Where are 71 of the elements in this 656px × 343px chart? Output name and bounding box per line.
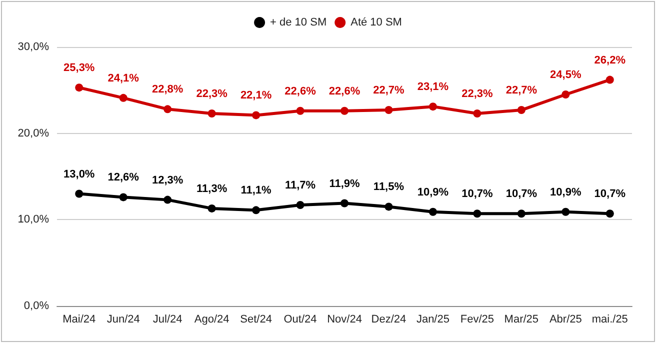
point — [164, 196, 172, 204]
data-label: 11,9% — [329, 178, 360, 190]
x-tick-label: Jan/25 — [416, 314, 450, 326]
data-label: 25,3% — [64, 62, 95, 74]
data-label: 22,7% — [506, 84, 538, 97]
point — [296, 106, 304, 115]
data-label: 10,9% — [550, 186, 582, 198]
point — [296, 200, 304, 209]
x-tick-label: mai./25 — [592, 314, 628, 326]
y-tick-label: 20,0% — [18, 127, 50, 140]
data-label: 22,8% — [152, 84, 184, 96]
data-label: 22,6% — [284, 85, 316, 98]
point — [119, 94, 128, 102]
point — [428, 208, 437, 216]
data-label: 22,7% — [373, 84, 405, 97]
data-label: 12,3% — [152, 174, 184, 186]
point — [517, 210, 526, 218]
x-tick-label: Mar/25 — [504, 314, 539, 326]
data-label: 24,5% — [550, 68, 582, 81]
point — [164, 105, 172, 114]
data-label: 11,5% — [373, 181, 404, 194]
data-label: 22,1% — [240, 90, 272, 102]
x-tick-label: Out/24 — [284, 314, 317, 326]
point — [473, 210, 482, 218]
data-label: 24,1% — [108, 72, 140, 84]
point — [384, 202, 393, 211]
x-tick-label: Mai/24 — [62, 314, 96, 326]
point — [208, 204, 216, 212]
point — [75, 190, 84, 198]
point — [340, 106, 348, 115]
point — [562, 208, 570, 216]
point — [252, 206, 260, 214]
legend-label: Até 10 SM — [350, 16, 402, 28]
data-label: 10,7% — [506, 188, 538, 200]
data-label: 23,1% — [417, 81, 449, 94]
data-label: 11,7% — [284, 179, 316, 192]
x-tick-label: Jun/24 — [106, 314, 140, 326]
y-tick-label: 0,0% — [24, 300, 50, 312]
x-tick-label: Nov/24 — [327, 314, 362, 326]
x-tick-label: Dez/24 — [371, 314, 406, 326]
data-label: 22,6% — [328, 85, 360, 98]
point — [606, 76, 614, 84]
point — [340, 199, 348, 208]
x-tick-label: Abr/25 — [549, 314, 582, 326]
point — [75, 84, 84, 92]
data-label: 10,7% — [594, 188, 626, 200]
data-label: 10,9% — [417, 186, 449, 198]
data-label: 11,1% — [240, 184, 272, 197]
point — [384, 106, 393, 114]
data-label: 11,3% — [196, 182, 228, 195]
x-tick-label: Jul/24 — [152, 314, 182, 326]
y-tick-label: 30,0% — [18, 41, 50, 53]
x-tick-label: Fev/25 — [460, 314, 494, 326]
point — [208, 109, 216, 118]
data-label: 13,0% — [64, 168, 95, 180]
x-tick-label: Set/24 — [240, 314, 272, 326]
data-label: 12,6% — [108, 172, 140, 184]
point — [119, 193, 128, 202]
data-label: 22,3% — [462, 88, 493, 100]
data-label: 22,3% — [196, 88, 228, 100]
point — [252, 111, 260, 120]
data-label: 10,7% — [462, 188, 493, 200]
data-label: 26,2% — [594, 54, 626, 66]
point — [473, 109, 482, 118]
point — [428, 102, 437, 111]
point — [606, 210, 614, 218]
y-tick-label: 10,0% — [18, 214, 50, 226]
legend-label: + de 10 SM — [270, 16, 327, 28]
point — [517, 106, 526, 114]
x-tick-label: Ago/24 — [194, 314, 230, 326]
point — [562, 90, 570, 98]
